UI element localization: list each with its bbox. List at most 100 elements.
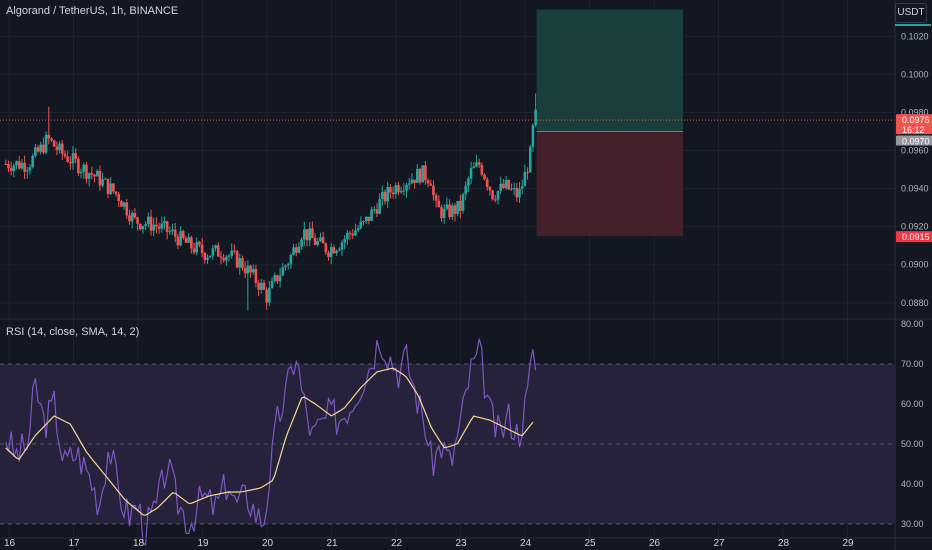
candle-body <box>284 265 287 268</box>
candle-body <box>381 191 384 200</box>
candle-body <box>378 199 381 214</box>
candle-body <box>405 184 408 191</box>
candle-body <box>74 153 78 159</box>
candle-body <box>327 252 330 257</box>
candle-body <box>346 232 349 240</box>
candle-body <box>348 232 352 234</box>
candle-body <box>389 187 392 193</box>
entry-price-label: 0.0970 <box>902 137 930 147</box>
candle-body <box>386 187 390 202</box>
candle-body <box>249 265 252 273</box>
candle-body <box>155 224 158 227</box>
candle-body <box>305 229 309 241</box>
candle-body <box>192 248 196 253</box>
candle-body <box>149 216 153 231</box>
candle-body <box>147 216 150 225</box>
candle-body <box>157 226 161 229</box>
candle-body <box>82 164 86 172</box>
candle-body <box>168 231 172 233</box>
candle-body <box>440 207 443 218</box>
candle-body <box>211 248 215 256</box>
candle-body <box>9 168 13 172</box>
candle-body <box>25 170 29 172</box>
candle-body <box>184 238 188 243</box>
stop-price-label-bg <box>896 231 932 243</box>
candle-body <box>165 221 169 232</box>
candle-body <box>87 173 91 179</box>
target-zone[interactable] <box>536 9 684 132</box>
candle-body <box>152 224 156 231</box>
rsi-line <box>5 338 537 547</box>
candle-body <box>281 267 285 276</box>
candle-body <box>329 247 333 257</box>
candle-body <box>526 172 529 174</box>
candle-body <box>496 191 500 200</box>
candle-body <box>136 217 139 224</box>
candle-body <box>507 179 511 190</box>
currency-unit-button[interactable]: USDT <box>895 3 927 23</box>
candle-body <box>206 257 209 260</box>
candle-body <box>456 200 459 214</box>
candle-body <box>467 178 470 186</box>
price-tick-label: 0.0920 <box>901 222 929 232</box>
candle-body <box>44 134 48 153</box>
candle-body <box>235 251 239 268</box>
rsi-tick-label: 80.00 <box>901 319 924 329</box>
symbol-title: Algorand / TetherUS, 1h, BINANCE <box>6 5 179 17</box>
candle-body <box>34 147 37 156</box>
candle-body <box>90 173 94 175</box>
price-tick-label: 0.0940 <box>901 184 929 194</box>
candle-body <box>303 229 306 240</box>
candle-body <box>101 179 104 186</box>
candle-body <box>120 200 123 207</box>
candle-body <box>55 146 59 151</box>
x-tick-label: 21 <box>327 538 339 549</box>
candle-body <box>391 192 395 195</box>
candle-body <box>340 242 344 250</box>
candle-body <box>410 179 414 184</box>
candle-body <box>63 153 67 157</box>
candle-body <box>399 190 403 193</box>
candle-body <box>292 247 295 255</box>
candle-body <box>214 245 217 249</box>
candle-body <box>515 187 519 198</box>
candle-body <box>176 236 180 246</box>
candle-body <box>227 255 231 257</box>
candle-body <box>434 195 438 201</box>
candle-body <box>77 158 80 174</box>
unit-underline <box>895 24 931 26</box>
candle-body <box>125 202 129 216</box>
candle-body <box>316 241 320 245</box>
candle-body <box>69 161 72 164</box>
candle-body <box>160 223 164 229</box>
candle-body <box>313 238 317 245</box>
candle-body <box>383 191 387 202</box>
candle-body <box>187 237 190 243</box>
candle-body <box>52 140 56 147</box>
price-tick-label: 0.0880 <box>901 298 929 308</box>
candle-body <box>79 171 83 174</box>
candle-body <box>179 231 182 246</box>
candle-body <box>163 221 166 224</box>
candle-body <box>512 187 516 189</box>
candle-body <box>133 212 137 218</box>
candle-body <box>42 144 45 153</box>
x-tick-label: 25 <box>585 538 597 549</box>
candle-body <box>171 229 174 232</box>
x-tick-label: 27 <box>714 538 726 549</box>
entry-price-label-bg <box>896 135 932 146</box>
candle-body <box>448 204 451 218</box>
candle-body <box>453 205 457 214</box>
candle-body <box>502 183 505 189</box>
price-tick-label: 0.0900 <box>901 260 929 270</box>
stop-zone[interactable] <box>536 131 684 237</box>
candle-body <box>485 179 489 187</box>
candle-body <box>415 169 419 183</box>
x-tick-label: 19 <box>198 538 210 549</box>
last-price-label: 0.0976 <box>902 115 930 125</box>
rsi-tick-label: 40.00 <box>901 479 924 489</box>
candle-body <box>200 244 204 254</box>
candle-body <box>254 269 258 283</box>
